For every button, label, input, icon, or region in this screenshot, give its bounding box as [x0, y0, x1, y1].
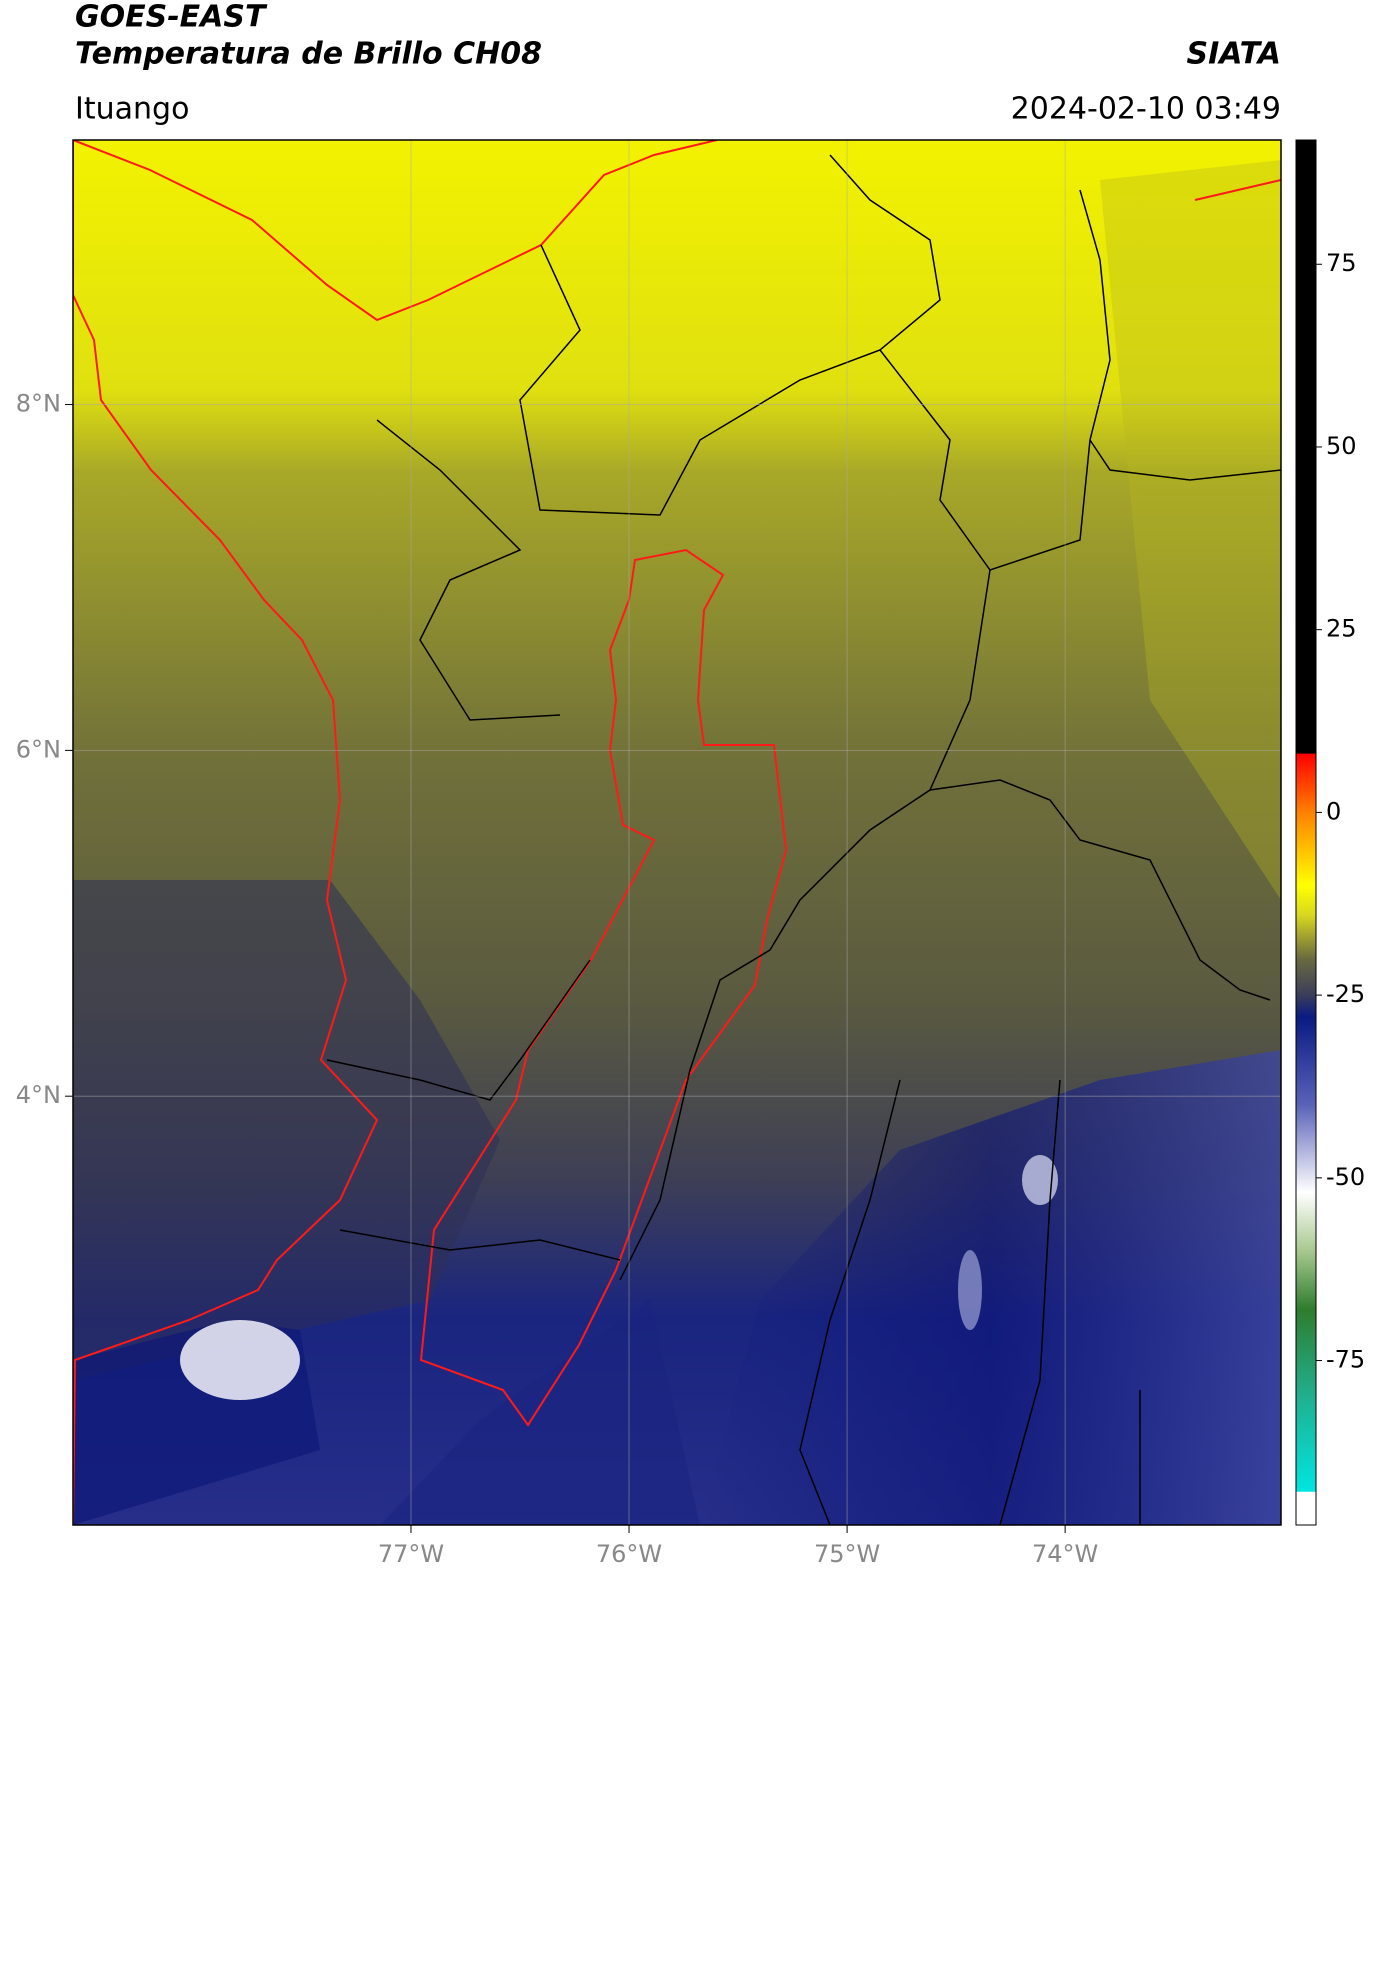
y-tick-label: 6°N	[16, 735, 61, 763]
colorbar-tick-label: 0	[1326, 797, 1341, 825]
x-tick-label: 75°W	[814, 1540, 880, 1568]
subtitle: Temperatura de Brillo CH08	[75, 37, 542, 72]
title: GOES-EAST	[75, 0, 268, 35]
colorbar: 75 50 25 0 -25 -50 -75	[1295, 139, 1365, 1526]
colorbar-tick-label: 75	[1326, 249, 1357, 277]
colorbar-tick-label: 25	[1326, 615, 1357, 643]
location: Ituango	[75, 92, 189, 127]
y-tick-label: 8°N	[16, 390, 61, 418]
colorbar-tick-label: -25	[1326, 980, 1365, 1008]
map-frame	[72, 139, 1282, 1526]
x-tick-label: 76°W	[596, 1540, 662, 1568]
colorbar-tick-label: 50	[1326, 432, 1357, 460]
colorbar-tick-label: -50	[1326, 1163, 1365, 1191]
satellite-image	[73, 140, 1281, 1525]
x-tick-label: 77°W	[378, 1540, 444, 1568]
colorbar-fill	[1295, 139, 1317, 1526]
graticule: 77°W 76°W 75°W 74°W 8°N 6°N 4°N	[16, 140, 1281, 1568]
colorbar-tick-label: -75	[1326, 1346, 1365, 1374]
y-tick-label: 4°N	[16, 1081, 61, 1109]
datetime: 2024-02-10 03:49	[1011, 92, 1281, 127]
agency: SIATA	[1187, 37, 1281, 72]
x-tick-label: 74°W	[1032, 1540, 1098, 1568]
